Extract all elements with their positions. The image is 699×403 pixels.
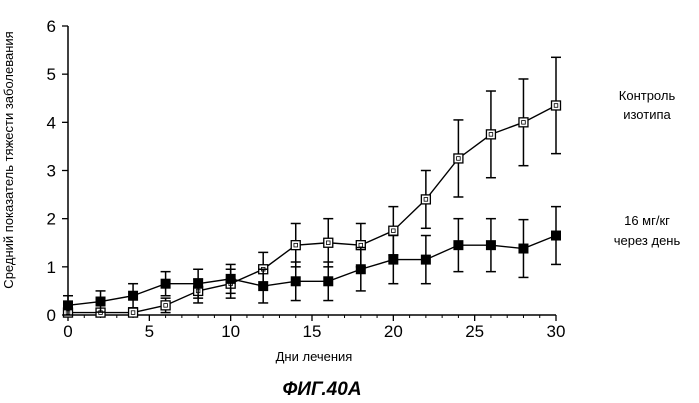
- data-point: [389, 255, 398, 264]
- data-point: [64, 301, 73, 310]
- x-tick-label: 25: [465, 322, 484, 341]
- y-tick-label: 4: [47, 113, 56, 132]
- data-point: [161, 279, 170, 288]
- data-point: [161, 301, 170, 310]
- data-point: [291, 277, 300, 286]
- data-point: [129, 291, 138, 300]
- series-0: [63, 57, 561, 317]
- series-label-treatment-line-1: 16 мг/кг: [624, 213, 670, 228]
- series-layer: [63, 57, 561, 317]
- data-point: [454, 241, 463, 250]
- y-tick-label: 3: [47, 162, 56, 181]
- data-point: [194, 279, 203, 288]
- data-point: [96, 297, 105, 306]
- x-tick-label: 20: [384, 322, 403, 341]
- data-point: [519, 244, 528, 253]
- data-point: [454, 154, 463, 163]
- y-tick-label: 1: [47, 258, 56, 277]
- data-point: [421, 195, 430, 204]
- y-tick-label: 0: [47, 306, 56, 325]
- data-point: [552, 231, 561, 240]
- data-point: [259, 282, 268, 291]
- series-label-control-line-1: Контроль: [619, 88, 676, 103]
- y-tick-label: 6: [47, 17, 56, 36]
- series-label-treatment-line-2: через день: [614, 233, 681, 248]
- x-tick-label: 15: [303, 322, 322, 341]
- series-line: [68, 236, 556, 306]
- data-point: [486, 130, 495, 139]
- series-label-control-line-2: изотипа: [623, 107, 671, 122]
- data-point: [324, 277, 333, 286]
- axes: [68, 26, 556, 315]
- data-point: [129, 308, 138, 317]
- data-point: [486, 241, 495, 250]
- data-point: [291, 241, 300, 250]
- y-axis-label: Средний показатель тяжести заболевания: [1, 31, 16, 288]
- chart: 0 5 10 15 20 25 30 0 1 2 3 4 5 6 Дни лечения Средний…: [0, 0, 699, 403]
- x-axis-ticks: 0 5 10 15 20 25 30: [63, 315, 565, 341]
- data-point: [519, 118, 528, 127]
- x-axis-label: Дни лечения: [276, 349, 353, 364]
- x-tick-label: 30: [547, 322, 566, 341]
- x-tick-label: 0: [63, 322, 72, 341]
- series-1: [63, 207, 561, 315]
- data-point: [356, 265, 365, 274]
- data-point: [389, 226, 398, 235]
- y-axis-ticks: 0 1 2 3 4 5 6: [47, 17, 68, 325]
- x-tick-label: 5: [145, 322, 154, 341]
- y-tick-label: 5: [47, 65, 56, 84]
- data-point: [552, 101, 561, 110]
- figure-caption: ФИГ.40А: [282, 379, 361, 400]
- data-point: [226, 274, 235, 283]
- y-tick-label: 2: [47, 210, 56, 229]
- x-tick-label: 10: [221, 322, 240, 341]
- data-point: [324, 238, 333, 247]
- data-point: [421, 255, 430, 264]
